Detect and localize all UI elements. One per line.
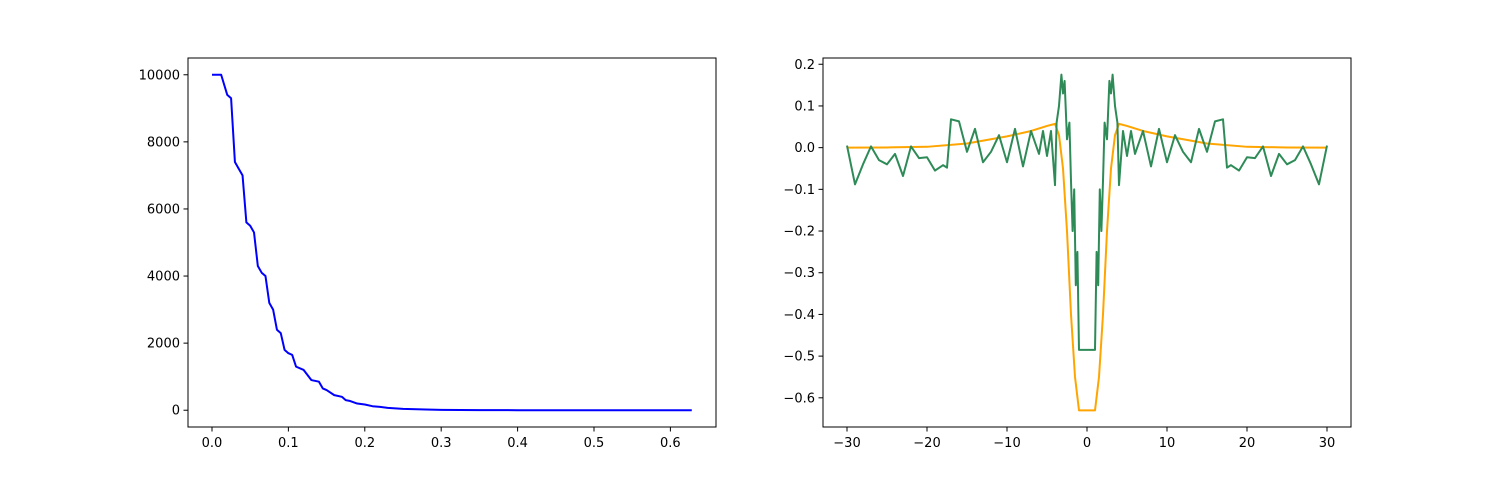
x-tick-label: 0.5 (584, 436, 605, 451)
y-tick-label: 4000 (147, 270, 180, 285)
y-tick-label: 0 (172, 404, 180, 419)
line-series (846, 122, 1328, 412)
y-tick-label: 10000 (139, 68, 180, 83)
x-tick-label: 0.3 (431, 436, 452, 451)
x-tick-label: 30 (1319, 436, 1336, 451)
y-tick-label: −0.2 (783, 225, 815, 240)
y-tick-label: −0.6 (783, 391, 815, 406)
x-tick-label: 0.1 (278, 436, 299, 451)
y-tick-label: 0.1 (794, 99, 815, 114)
line-series (846, 73, 1328, 351)
x-tick-label: −20 (913, 436, 940, 451)
y-tick-label: 6000 (147, 202, 180, 217)
x-tick-label: 10 (1159, 436, 1176, 451)
y-tick-label: 8000 (147, 135, 180, 150)
axes-frame (187, 57, 717, 428)
x-tick-label: −10 (993, 436, 1020, 451)
y-tick-label: −0.3 (783, 266, 815, 281)
y-tick-label: −0.4 (783, 308, 815, 323)
x-tick-label: 0.4 (507, 436, 528, 451)
line-series (211, 73, 692, 412)
y-tick-label: −0.1 (783, 183, 815, 198)
x-tick-label: −30 (833, 436, 860, 451)
axes-frame (822, 57, 1352, 428)
y-tick-label: 0.0 (794, 141, 815, 156)
x-tick-label: 0.2 (354, 436, 375, 451)
x-tick-label: 20 (1239, 436, 1256, 451)
y-tick-label: 2000 (147, 337, 180, 352)
y-tick-label: 0.2 (794, 58, 815, 73)
x-tick-label: 0.0 (202, 436, 223, 451)
x-tick-label: 0 (1083, 436, 1091, 451)
x-tick-label: 0.6 (660, 436, 681, 451)
y-tick-label: −0.5 (783, 350, 815, 365)
